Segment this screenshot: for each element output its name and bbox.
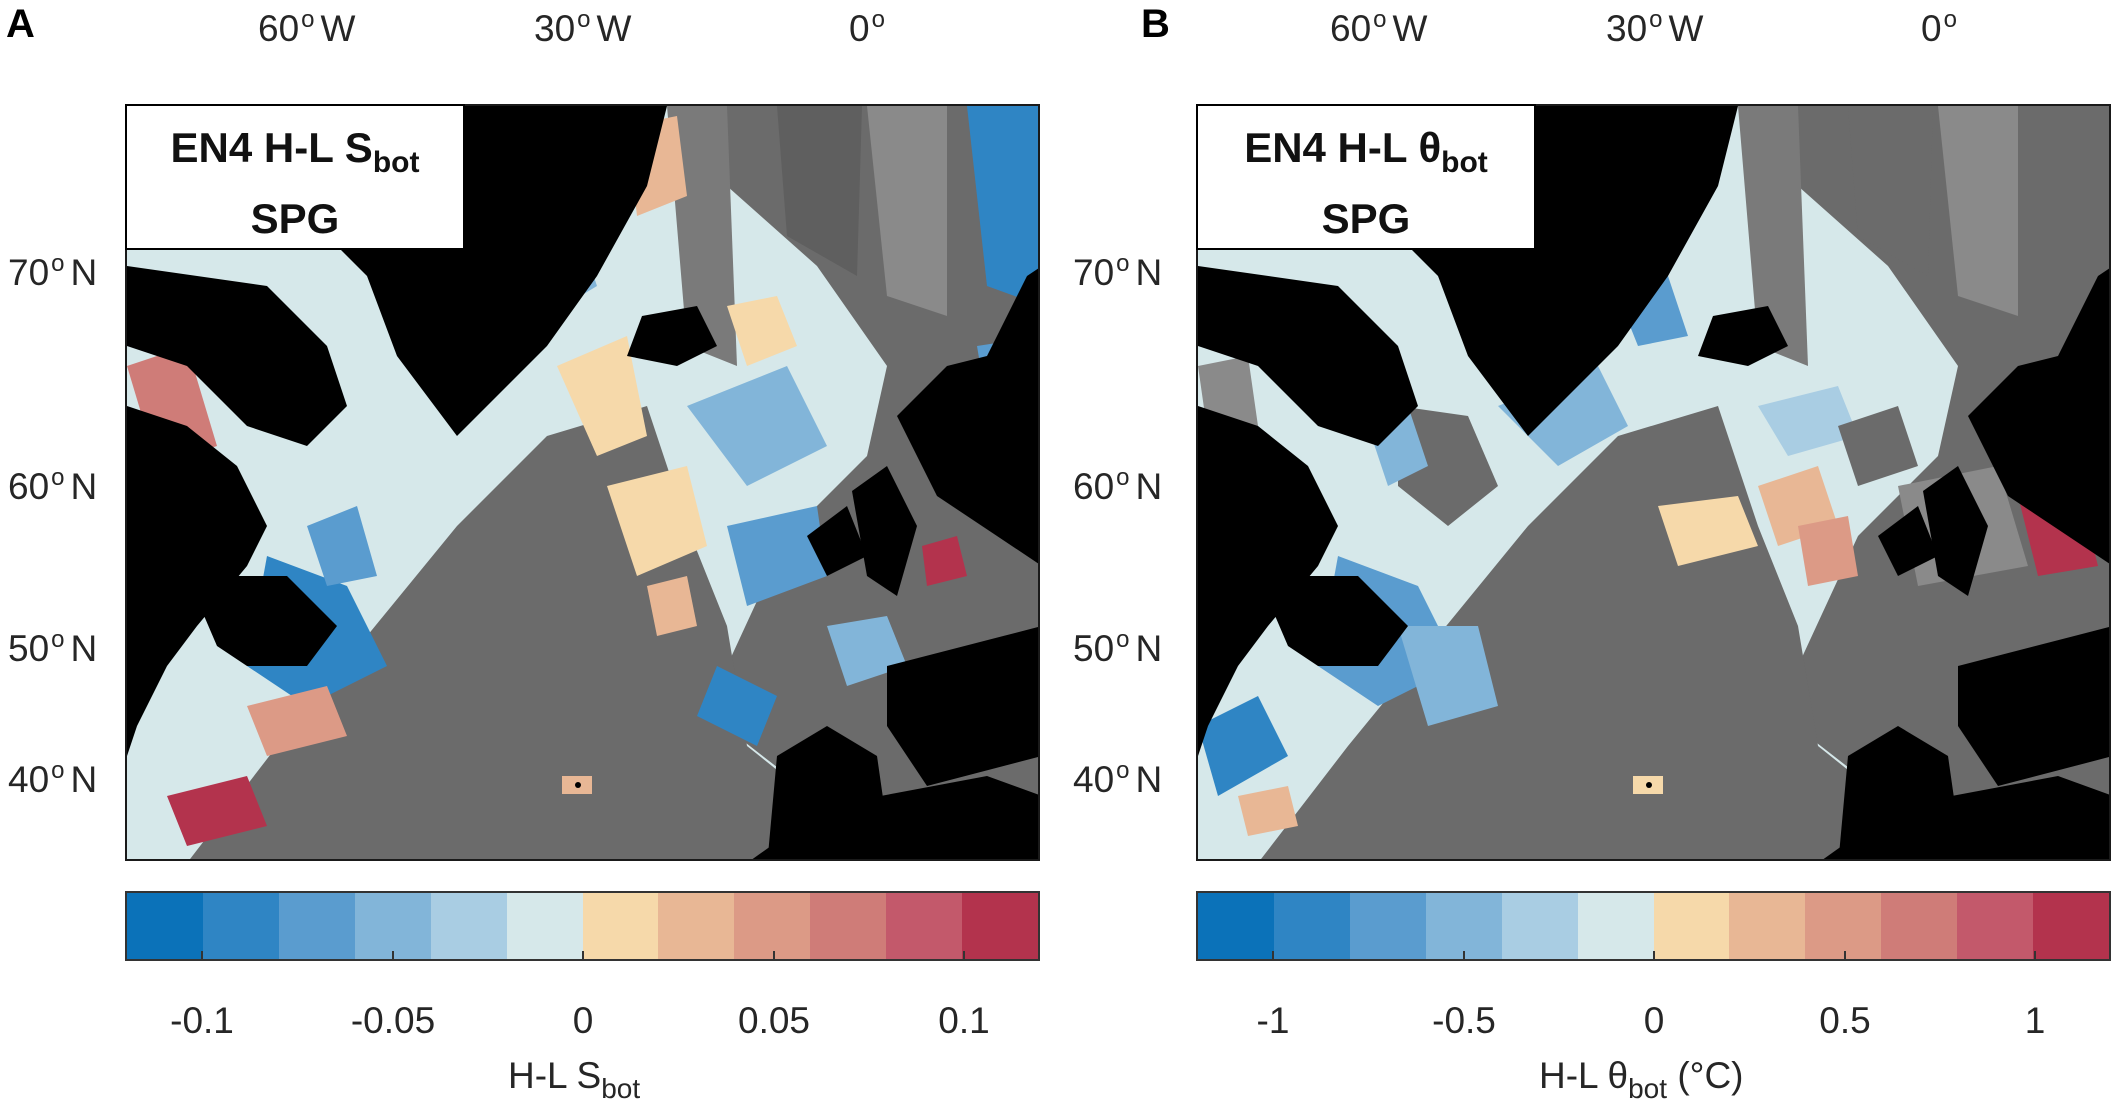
lat-label-70n: 70o N (8, 250, 98, 293)
lat-label-60n: 60o N (1073, 464, 1163, 507)
colorbar-segment (1805, 893, 1882, 959)
colorbar (125, 891, 1040, 961)
colorbar-segment (886, 893, 963, 959)
colorbar-tick: -0.05 (350, 1000, 436, 1041)
map-salinity (125, 104, 1040, 861)
colorbar-segment (658, 893, 735, 959)
map-temperature (1196, 104, 2111, 861)
panel-a: A 60o W 30o W 0o 70o N 60o N 50o N 40o N (6, 2, 1040, 1104)
colorbar-segment (278, 893, 355, 959)
lon-label-60w: 60o W (1330, 6, 1428, 49)
lat-label-50n: 50o N (8, 626, 98, 669)
panel-b: B 60o W 30o W 0o 70o N 60o N 50o N 40o N (1059, 0, 2118, 1109)
lon-label-60w: 60o W (258, 6, 356, 49)
colorbar-segment (1577, 893, 1654, 959)
colorbar-segment (1501, 893, 1578, 959)
lon-label-30w: 30o W (1606, 6, 1704, 49)
colorbar-segment (1349, 893, 1426, 959)
lon-label-30w: 30o W (534, 6, 632, 49)
colorbar-segment (810, 893, 887, 959)
colorbar-segment (2033, 893, 2110, 959)
panel-letter: B (1141, 2, 1170, 46)
lat-label-60n: 60o N (8, 464, 98, 507)
colorbar-label: H-L Sbot (508, 1055, 641, 1104)
map-title: EN4 H-L θbot (1244, 124, 1488, 179)
colorbar-segment (430, 893, 507, 959)
colorbar (1196, 891, 2111, 961)
colorbar-segment (582, 893, 659, 959)
colorbar-segment (1653, 893, 1730, 959)
colorbar-segment (1198, 893, 1274, 959)
lat-label-70n: 70o N (1073, 250, 1163, 293)
map-graphic (1198, 106, 2109, 859)
colorbar-tick: 0 (572, 1000, 594, 1041)
colorbar-tick: -1 (1256, 1000, 1290, 1041)
colorbar-segment (127, 893, 203, 959)
colorbar-tick: 0.1 (938, 1000, 990, 1041)
colorbar-tick: -0.1 (170, 1000, 234, 1041)
colorbar-segment (1425, 893, 1502, 959)
map-title: EN4 H-L Sbot (170, 124, 420, 179)
map-graphic (127, 106, 1038, 859)
lat-label-40n: 40o N (1073, 757, 1163, 800)
colorbar-segment (1957, 893, 2034, 959)
lon-label-0: 0o (849, 6, 885, 49)
colorbar-segment (1729, 893, 1806, 959)
colorbar-segment (734, 893, 811, 959)
lat-label-40n: 40o N (8, 757, 98, 800)
colorbar-segment (354, 893, 431, 959)
colorbar-segment (1881, 893, 1958, 959)
colorbar-tick: 0.5 (1819, 1000, 1871, 1041)
map-title-box: EN4 H-L θbot SPG (1196, 104, 1536, 250)
colorbar-segment (202, 893, 279, 959)
lon-label-0: 0o (1921, 6, 1957, 49)
colorbar-tick: -0.5 (1432, 1000, 1496, 1041)
lat-label-50n: 50o N (1073, 626, 1163, 669)
colorbar-tick: 0.05 (737, 1000, 811, 1041)
colorbar-tick: 0 (1643, 1000, 1665, 1041)
colorbar-label: H-L θbot (°C) (1539, 1055, 1744, 1104)
colorbar-segment (962, 893, 1039, 959)
map-title-box: EN4 H-L Sbot SPG (125, 104, 465, 250)
map-subtitle: SPG (1321, 195, 1411, 242)
colorbar-segment (506, 893, 583, 959)
colorbar-segment (1273, 893, 1350, 959)
panel-letter: A (6, 2, 35, 46)
colorbar-tick: 1 (2024, 1000, 2046, 1041)
map-subtitle: SPG (250, 195, 340, 242)
